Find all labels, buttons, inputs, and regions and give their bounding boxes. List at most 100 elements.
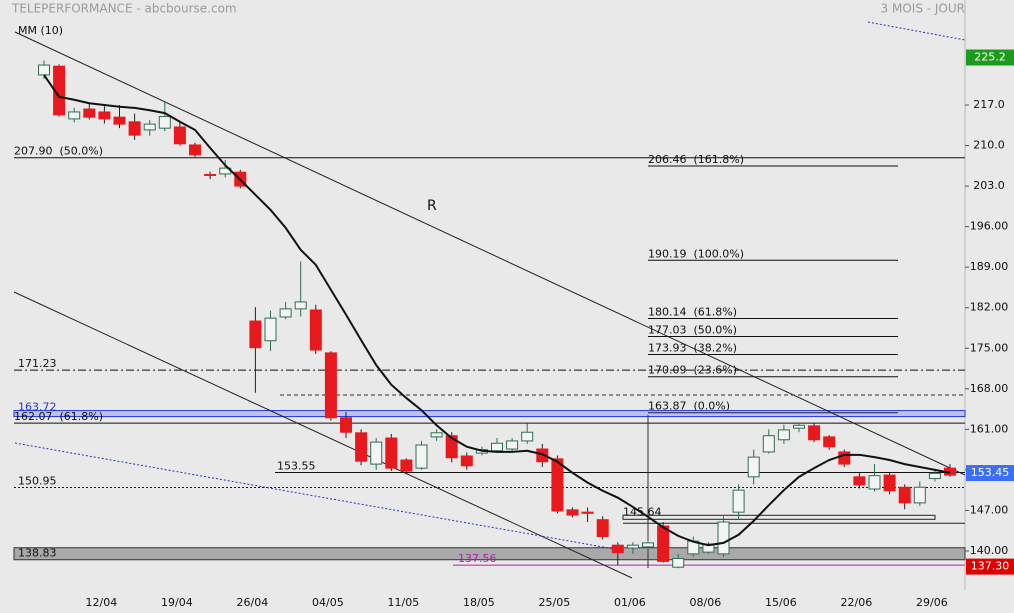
y-tick-label: 196.00 — [970, 220, 1009, 233]
level-label: 163.72 — [18, 401, 57, 414]
candle-body — [777, 429, 790, 441]
candle-body — [928, 472, 941, 480]
candle-body — [883, 474, 896, 492]
x-tick-label: 08/06 — [690, 596, 722, 609]
candle-body — [294, 301, 307, 310]
level-label: 153.55 — [277, 459, 316, 472]
candle-body — [793, 424, 805, 429]
candle-body — [415, 444, 428, 469]
x-tick-label: 15/06 — [765, 596, 797, 609]
candle-body — [808, 425, 821, 441]
candle-body — [83, 108, 96, 118]
x-tick-label: 04/05 — [312, 596, 344, 609]
candle-body — [430, 432, 443, 438]
candle-body — [672, 557, 685, 568]
candle-body — [536, 448, 549, 463]
candle-body — [68, 111, 81, 120]
title: TELEPERFORMANCE - abcbourse.com — [11, 2, 237, 16]
candle-body — [642, 542, 654, 548]
level-label: 207.90 (50.0%) — [14, 145, 103, 158]
x-tick-label: 11/05 — [388, 596, 420, 609]
candle-body — [898, 486, 911, 504]
level-label: 180.14 (61.8%) — [648, 305, 737, 318]
level-band — [13, 410, 966, 418]
price-marker — [966, 49, 1014, 66]
level-label: 145.64 — [623, 505, 662, 518]
candle-body — [551, 458, 564, 512]
y-tick-label: 168.00 — [970, 382, 1009, 395]
candle-body — [400, 459, 413, 472]
level-box — [622, 514, 936, 520]
candle-body — [370, 441, 383, 465]
level-label: 163.87 (0.0%) — [648, 400, 730, 413]
candle-body — [611, 544, 624, 554]
candle-body — [173, 126, 186, 145]
x-tick-label: 12/04 — [86, 596, 118, 609]
candle-body — [309, 309, 322, 351]
candle-body — [747, 456, 760, 478]
candle-body — [717, 521, 730, 555]
candle-body — [189, 144, 201, 156]
candle-body — [823, 436, 836, 448]
y-tick-label: 189.00 — [970, 260, 1009, 273]
trend-line — [14, 31, 966, 476]
level-label: 190.19 (100.0%) — [648, 247, 744, 260]
candle-body — [128, 121, 141, 136]
level-layer: 207.90 (50.0%) 206.46 (161.8%) 190.19 (100… — [13, 145, 966, 566]
period: 3 MOIS - JOUR — [881, 2, 965, 16]
candle-body — [98, 111, 111, 120]
candle-body — [491, 442, 503, 452]
candle-body — [506, 440, 519, 450]
candle-body — [626, 544, 639, 549]
x-tick-label: 22/06 — [841, 596, 873, 609]
candle-body — [264, 317, 277, 342]
level-label: 137.56 — [458, 552, 497, 565]
y-tick-label: 210.0 — [973, 139, 1005, 152]
candle-body — [521, 431, 534, 442]
level-label: 162.07 (61.8%) — [14, 410, 103, 423]
dotted-trend — [867, 21, 966, 41]
candle-body — [702, 543, 715, 553]
y-tick-label: 175.00 — [970, 341, 1009, 354]
price-marker-label: 153.45 — [971, 466, 1010, 479]
candle-body — [204, 174, 217, 177]
y-tick-label: 147.00 — [970, 503, 1009, 516]
annotation: R — [427, 198, 437, 214]
x-tick-label: 25/05 — [539, 596, 571, 609]
price-marker — [966, 558, 1014, 575]
price-marker — [966, 465, 1014, 482]
candle-body — [732, 489, 745, 513]
candle-body — [838, 451, 851, 465]
candle-body — [460, 455, 473, 467]
level-label: 150.95 — [18, 475, 57, 488]
y-tick-label: 217.0 — [973, 98, 1005, 111]
candle-body — [385, 437, 398, 469]
price-marker-label: 137.30 — [971, 560, 1010, 573]
x-tick-label: 29/06 — [916, 596, 948, 609]
candle-body — [853, 476, 866, 486]
price-marker-label: 225.2 — [974, 51, 1006, 64]
y-tick-label: 161.00 — [970, 422, 1009, 435]
channel-line — [13, 291, 633, 579]
x-tick-label: 01/06 — [614, 596, 646, 609]
candle-body — [158, 116, 171, 129]
candle-body — [581, 511, 594, 514]
y-tick-label: 182.00 — [970, 301, 1009, 314]
candle-body — [566, 509, 579, 516]
candle-body — [868, 475, 881, 490]
candle-body — [596, 519, 609, 537]
level-label: 177.03 (50.0%) — [648, 323, 737, 336]
y-tick-label: 140.00 — [970, 544, 1009, 557]
candle-body — [324, 352, 337, 419]
level-label: 206.46 (161.8%) — [648, 153, 744, 166]
candle-body — [762, 435, 775, 453]
candle-body — [355, 432, 368, 462]
candle-body — [913, 486, 926, 504]
candle-body — [657, 525, 670, 562]
candle-body — [445, 435, 458, 459]
candle-body — [340, 417, 352, 433]
x-tick-label: 26/04 — [237, 596, 269, 609]
y-tick-label: 203.0 — [973, 179, 1005, 192]
